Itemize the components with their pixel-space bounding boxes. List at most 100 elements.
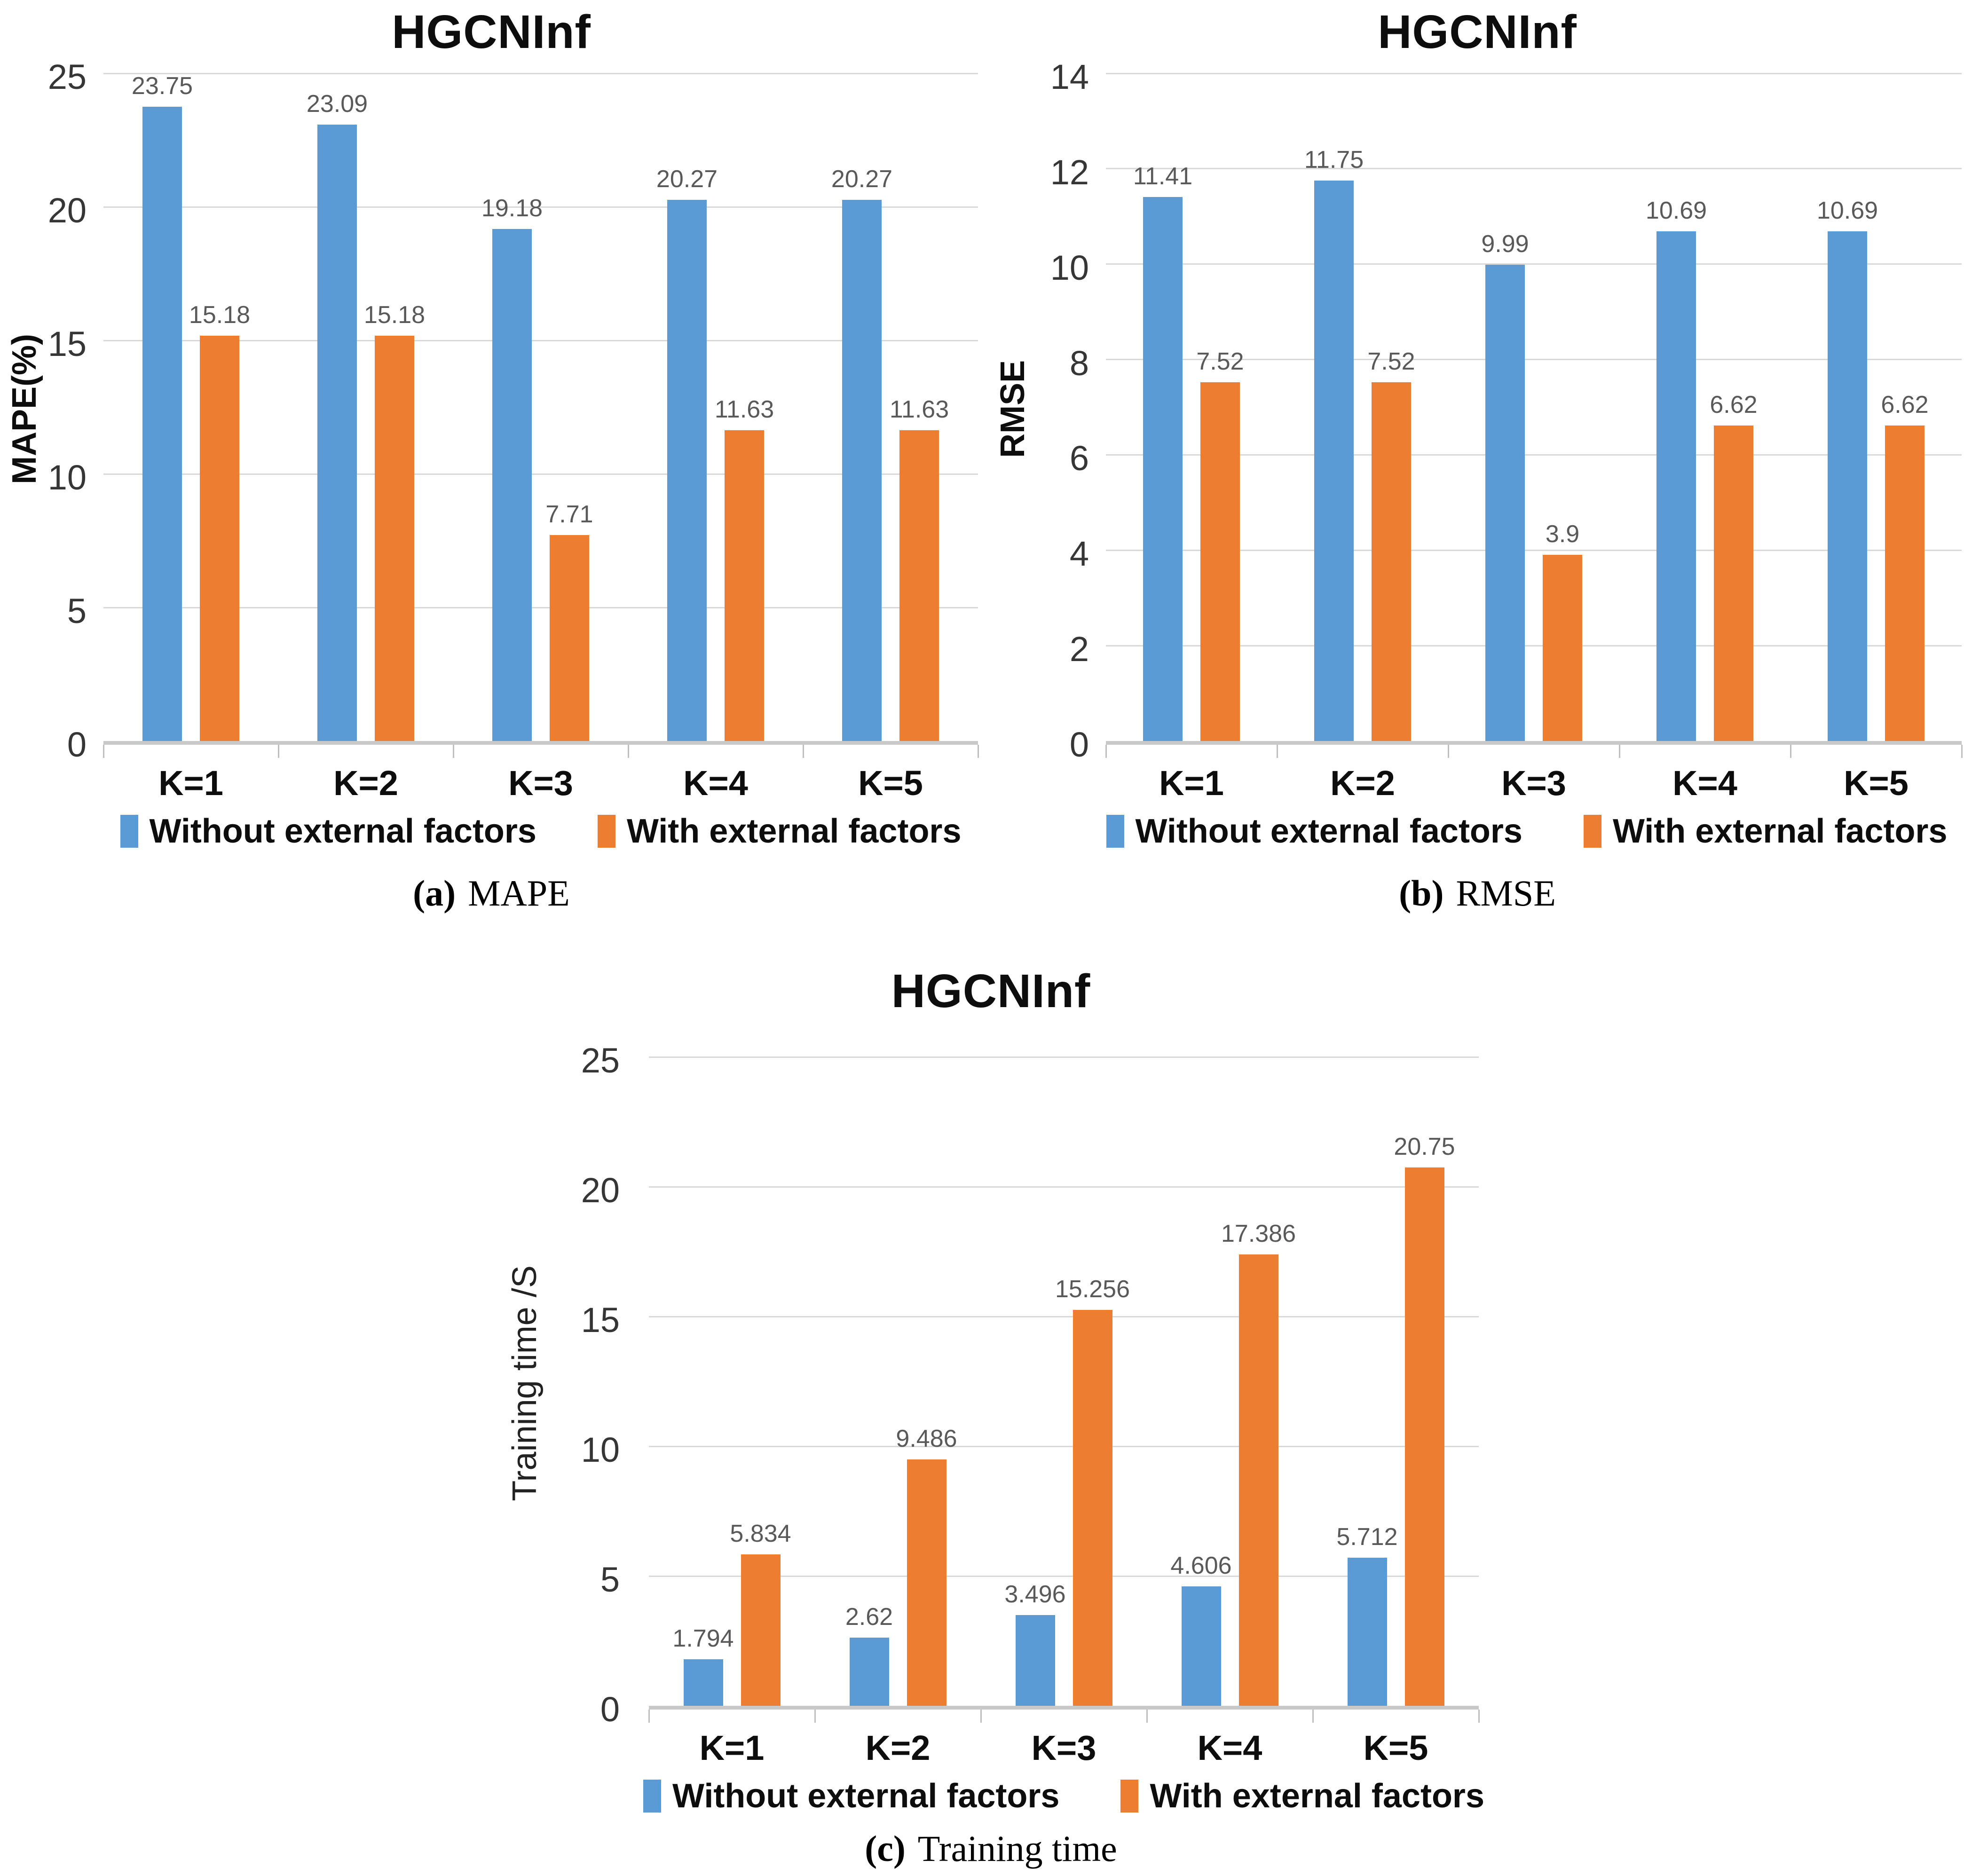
bar-value-label: 19.18: [481, 194, 543, 222]
legend-swatch-icon: [120, 815, 138, 848]
bar-without-external-factors-k-2: [317, 124, 357, 741]
legend-swatch-icon: [1583, 815, 1601, 848]
category-group: 9.99 3.9: [1448, 73, 1619, 741]
chart-title: HGCNInf: [392, 6, 591, 58]
category-group: 19.18 7.71: [453, 73, 628, 741]
y-axis-tick-label: 10: [47, 458, 87, 497]
y-axis-title: RMSE: [994, 360, 1032, 458]
bar-slot: 23.09: [307, 73, 368, 741]
legend: Without external factors With external fa…: [643, 1777, 1484, 1815]
bar-value-label: 2.62: [845, 1603, 893, 1631]
bar-value-label: 7.52: [1196, 348, 1244, 376]
plot-area: 11.41 7.52 11.75 7.52 9.99 3.9 10.69 6.62 10.69 6…: [1105, 72, 1963, 758]
y-axis-tick-label: 5: [67, 591, 87, 631]
category-group: 2.62 9.486: [815, 1057, 981, 1706]
bar-without-external-factors-k-1: [683, 1659, 723, 1706]
bar-slot: 3.9: [1543, 73, 1582, 741]
bar-without-external-factors-k-3: [1015, 1615, 1055, 1706]
chart-title: HGCNInf: [891, 965, 1091, 1017]
bar-slot: 9.99: [1481, 73, 1529, 741]
legend-item-without-external-factors: Without external factors: [120, 812, 536, 850]
bar-slot: 20.75: [1394, 1057, 1455, 1706]
bar-value-label: 10.69: [1816, 197, 1878, 224]
x-category-label: K=1: [1159, 764, 1224, 803]
bar-slot: 11.41: [1133, 73, 1192, 741]
plot-area: 1.794 5.834 2.62 9.486 3.496 15.256 4.606 17.38…: [648, 1056, 1480, 1723]
chart-title: HGCNInf: [1378, 6, 1577, 58]
legend-swatch-icon: [643, 1780, 661, 1813]
x-category-label: K=3: [1031, 1728, 1096, 1767]
bar-without-external-factors-k-2: [1314, 181, 1354, 741]
chart-training-time: HGCNInf Training time /S 0 5 10 15 20 25 1.79…: [503, 963, 1484, 1815]
y-axis-tick-label: 12: [1050, 152, 1089, 192]
axis-tick-mark: [803, 745, 804, 758]
bar-with-external-factors-k-2: [907, 1459, 947, 1706]
bar-slot: 2.62: [845, 1057, 893, 1706]
bar-value-label: 20.27: [656, 165, 718, 193]
bar-slot: 15.256: [1055, 1057, 1130, 1706]
x-category-label: K=2: [865, 1728, 931, 1767]
y-axis-tick-label: 20: [581, 1171, 620, 1210]
caption-text: RMSE: [1456, 873, 1556, 914]
bar-with-external-factors-k-1: [200, 335, 239, 741]
bar-groups: 1.794 5.834 2.62 9.486 3.496 15.256 4.606 17.38…: [649, 1057, 1479, 1706]
bar-value-label: 20.75: [1394, 1133, 1455, 1160]
bar-value-label: 7.71: [545, 501, 593, 528]
x-category-label: K=4: [1672, 764, 1737, 803]
x-category-label: K=5: [1844, 764, 1909, 803]
category-group: 23.09 15.18: [278, 73, 453, 741]
bar-slot: 6.62: [1710, 73, 1758, 741]
legend-label: With external factors: [626, 812, 962, 850]
x-category-label: K=2: [1330, 764, 1395, 803]
y-axis-tick-label: 20: [47, 191, 87, 230]
bar-with-external-factors-k-2: [375, 335, 414, 741]
gridline: [1106, 263, 1962, 265]
category-group: 5.712 20.75: [1313, 1057, 1479, 1706]
bar-without-external-factors-k-4: [1181, 1586, 1221, 1706]
bar-slot: 19.18: [481, 73, 543, 741]
legend-label: Without external factors: [672, 1777, 1060, 1815]
category-group: 20.27 11.63: [628, 73, 803, 741]
gridline: [1106, 359, 1962, 361]
bar-groups: 11.41 7.52 11.75 7.52 9.99 3.9 10.69 6.62 10.69 6…: [1106, 73, 1962, 741]
y-axis-tick-label: 0: [600, 1690, 620, 1729]
x-category-label: K=4: [1197, 1728, 1262, 1767]
x-category-label: K=3: [1501, 764, 1566, 803]
x-category-label: K=5: [858, 764, 923, 803]
category-group: 23.75 15.18: [103, 73, 278, 741]
axis-tick-mark: [1105, 745, 1107, 758]
category-group: 11.41 7.52: [1106, 73, 1277, 741]
y-axis-tick-label: 0: [1069, 725, 1089, 764]
bar-without-external-factors-k-5: [1347, 1557, 1387, 1706]
bar-value-label: 15.18: [363, 301, 426, 329]
y-axis-tick-label: 4: [1069, 534, 1089, 574]
y-axis-title: Training time /S: [506, 1265, 544, 1501]
bar-groups: 23.75 15.18 23.09 15.18 19.18 7.71 20.27 11.63 2…: [103, 73, 978, 741]
caption-b: (b) RMSE: [993, 871, 1962, 916]
x-category-label: K=5: [1363, 1728, 1428, 1767]
chart-body: Training time /S 0 5 10 15 20 25 1.794 5.834 2.…: [503, 1043, 1480, 1727]
y-axis-tick-labels: 0 2 4 6 8 10 12 14: [1033, 60, 1106, 762]
gridline: [1106, 168, 1962, 170]
bar-with-external-factors-k-1: [1200, 382, 1240, 741]
bar-with-external-factors-k-5: [1885, 425, 1925, 741]
bar-value-label: 6.62: [1710, 391, 1758, 418]
bar-slot: 9.486: [896, 1057, 957, 1706]
caption-a: (a) MAPE: [5, 871, 978, 916]
bar-slot: 1.794: [672, 1057, 734, 1706]
bar-slot: 5.712: [1336, 1057, 1398, 1706]
gridline: [649, 1186, 1479, 1188]
x-category-label: K=2: [333, 764, 398, 803]
bar-with-external-factors-k-4: [725, 430, 764, 741]
bar-slot: 15.18: [364, 73, 425, 741]
axis-tick-mark: [648, 1710, 650, 1723]
legend-item-without-external-factors: Without external factors: [1106, 812, 1522, 850]
axis-tick-mark: [278, 745, 279, 758]
bar-slot: 7.52: [1367, 73, 1415, 741]
bar-value-label: 1.794: [672, 1624, 734, 1652]
gridline: [649, 1575, 1479, 1577]
y-axis-tick-label: 25: [581, 1041, 620, 1080]
legend-label: With external factors: [1150, 1777, 1484, 1815]
bar-with-external-factors-k-3: [1543, 555, 1582, 741]
